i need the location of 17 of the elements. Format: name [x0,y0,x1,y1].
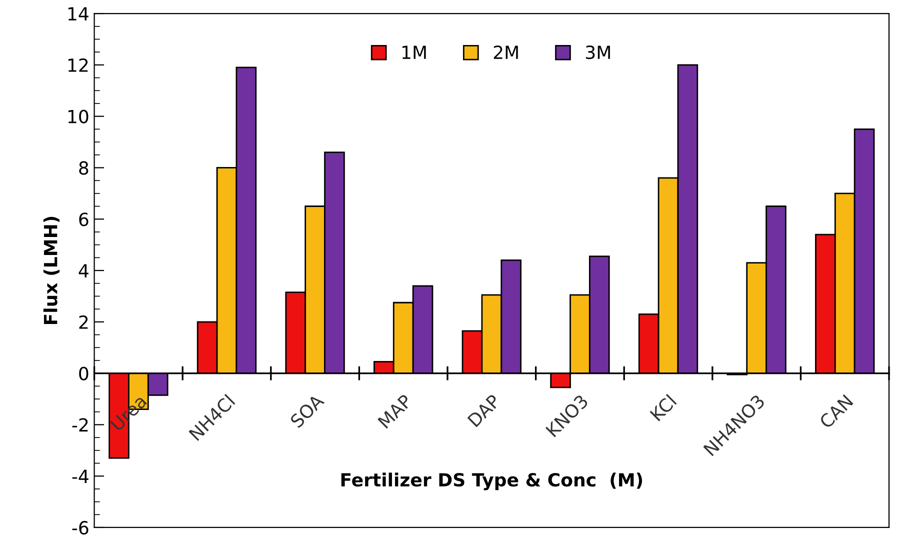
legend-label: 2M [494,46,518,59]
legend-label: 3M [586,46,610,60]
y-axis-title: Flux (LMH) [43,216,60,324]
y-tick-label: -6 [72,520,88,535]
y-tick-label: -4 [72,470,88,483]
y-tick-label: -2 [72,418,88,432]
legend-label: 1M [402,46,426,59]
y-tick-label: 2 [79,315,88,329]
y-tick-label: 12 [68,58,88,72]
y-tick-label: 8 [79,161,88,175]
y-tick-label: 6 [79,212,88,226]
x-axis-title: Fertilizer DS Type & Conc (M) [341,472,642,490]
y-tick-label: 4 [78,264,88,278]
y-tick-label: 10 [68,110,88,124]
y-tick-label: 14 [68,7,88,20]
y-tick-label: 0 [79,366,88,380]
x-tick-label: KCl [649,394,677,422]
